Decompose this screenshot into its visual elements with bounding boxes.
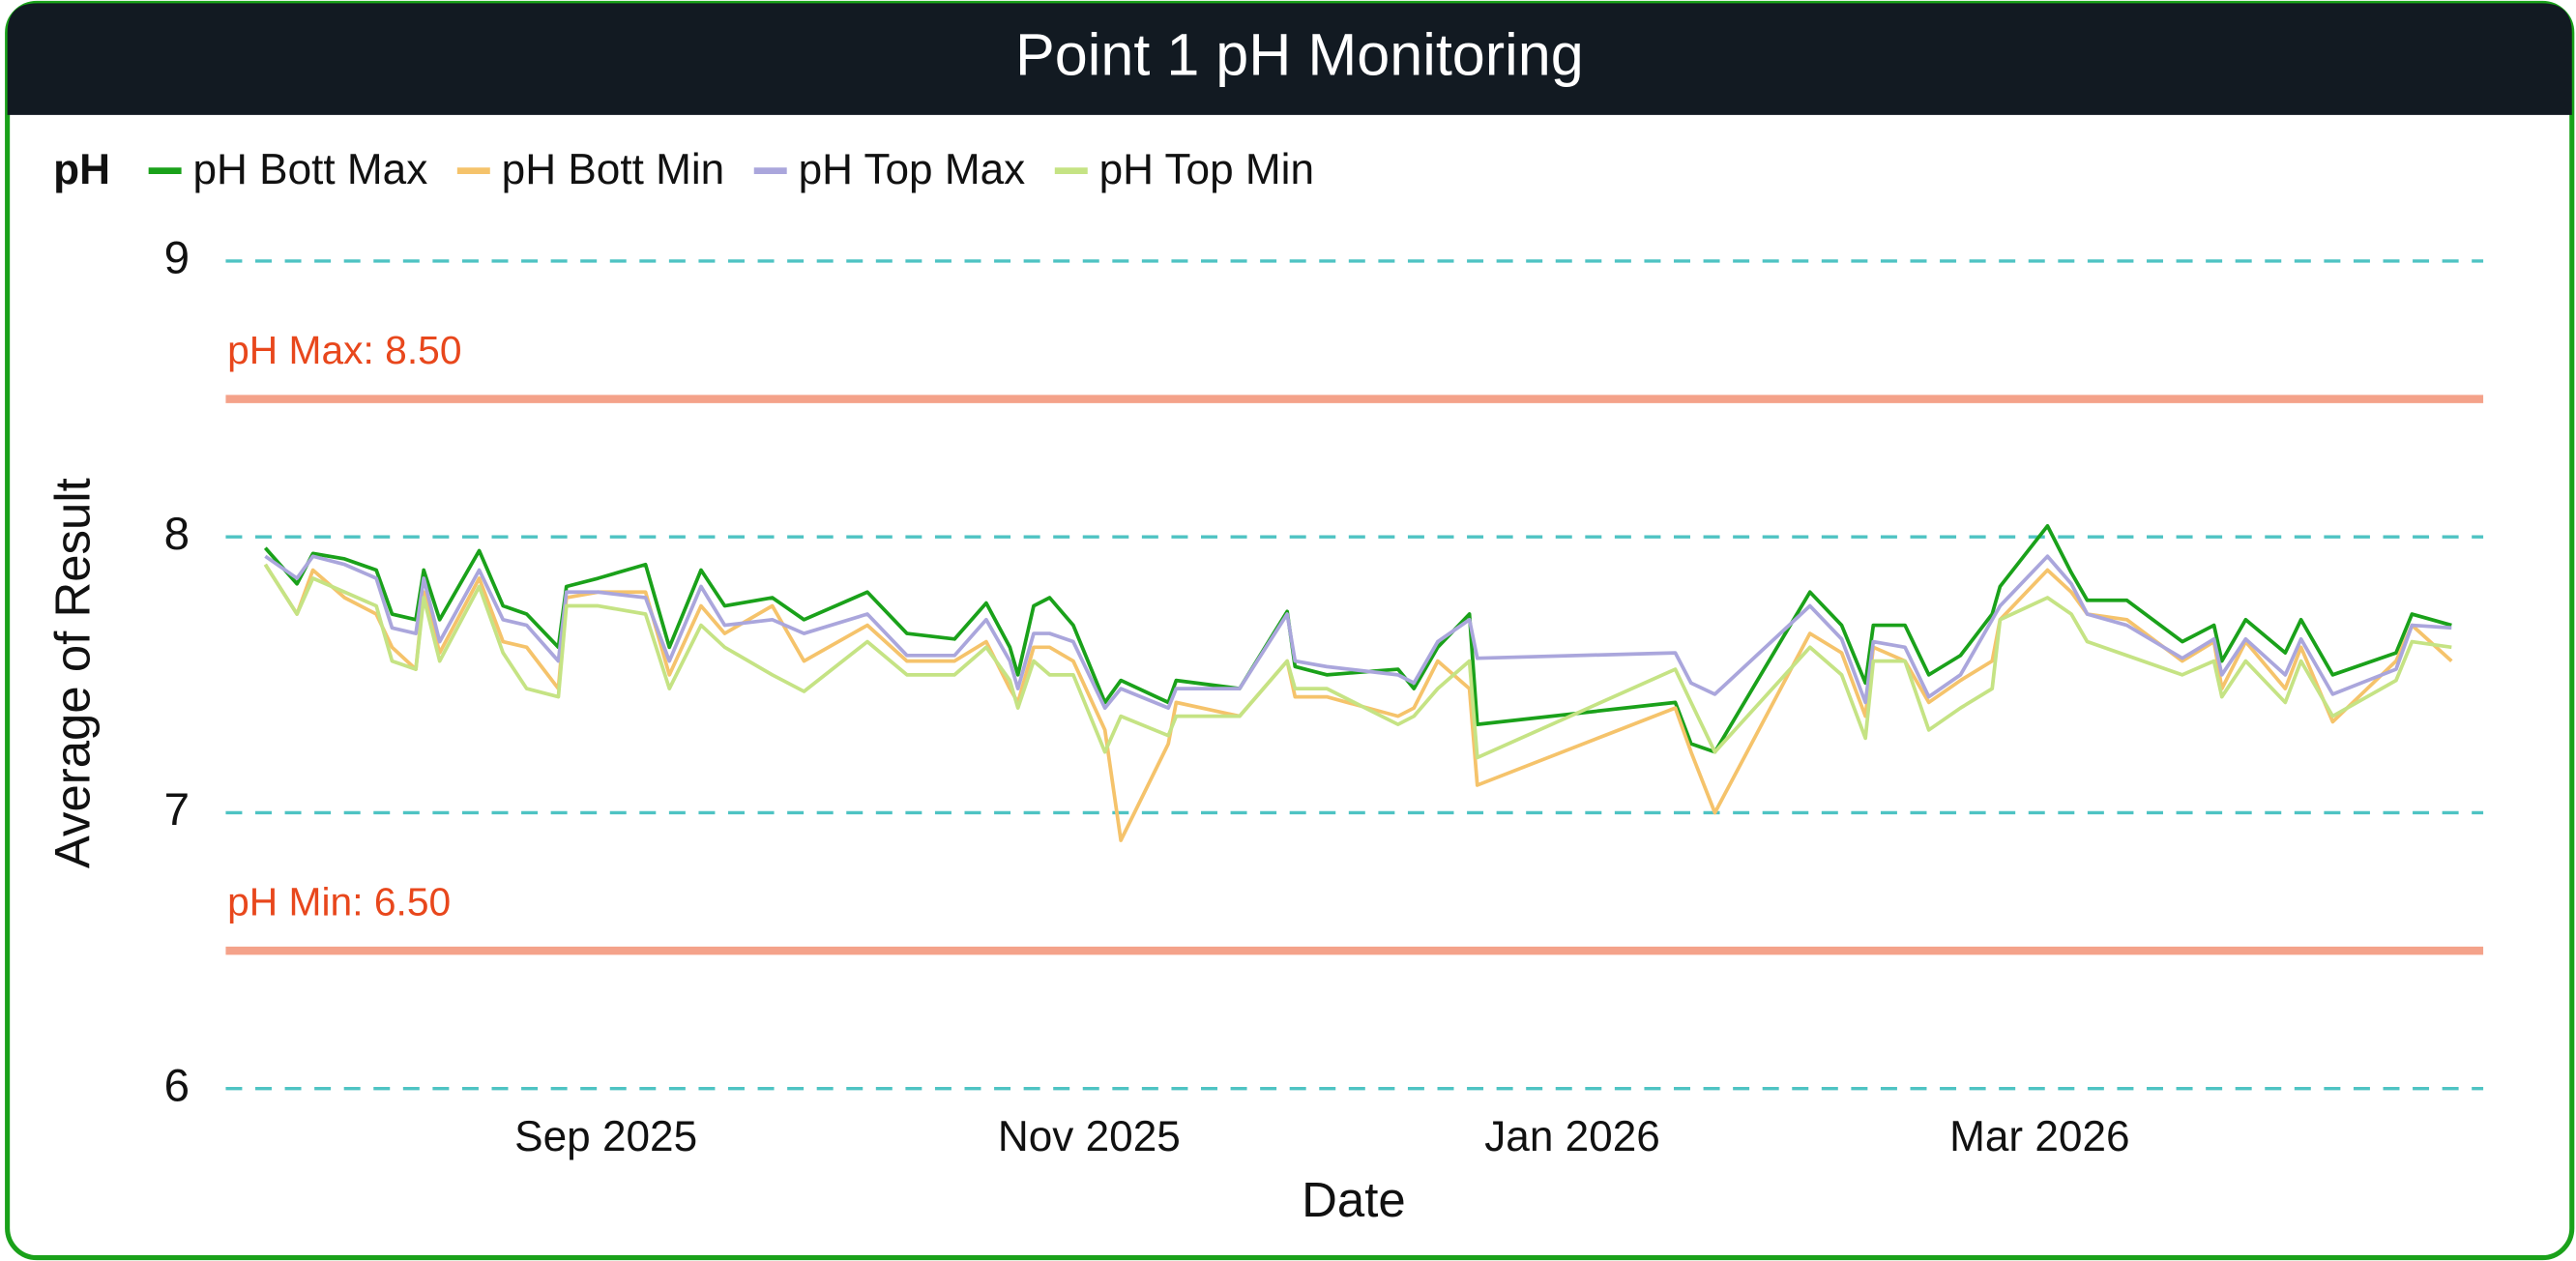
reference-label: pH Max: 8.50 [227, 328, 461, 372]
x-tick-label: Nov 2025 [998, 1113, 1181, 1160]
chart-title: Point 1 pH Monitoring [1015, 21, 1584, 87]
y-tick-label: 6 [164, 1060, 190, 1111]
legend-label: pH Top Max [799, 146, 1026, 193]
x-axis-title: Date [1302, 1172, 1406, 1227]
legend-label: pH Top Min [1099, 146, 1314, 193]
reference-label: pH Min: 6.50 [227, 879, 451, 924]
x-tick-label: Jan 2026 [1484, 1113, 1660, 1160]
y-axis-title: Average of Result [44, 478, 100, 868]
legend-label: pH Bott Max [192, 146, 427, 193]
series-line [263, 563, 2452, 760]
legend-title: pH [53, 146, 110, 193]
x-tick-label: Mar 2026 [1949, 1113, 2129, 1160]
header [7, 3, 2572, 115]
series-line [264, 554, 2452, 711]
legend-label: pH Bott Min [502, 146, 725, 193]
x-tick-label: Sep 2025 [514, 1113, 697, 1160]
y-tick-label: 8 [164, 509, 190, 560]
y-tick-label: 7 [164, 784, 190, 836]
y-tick-label: 9 [164, 233, 190, 284]
